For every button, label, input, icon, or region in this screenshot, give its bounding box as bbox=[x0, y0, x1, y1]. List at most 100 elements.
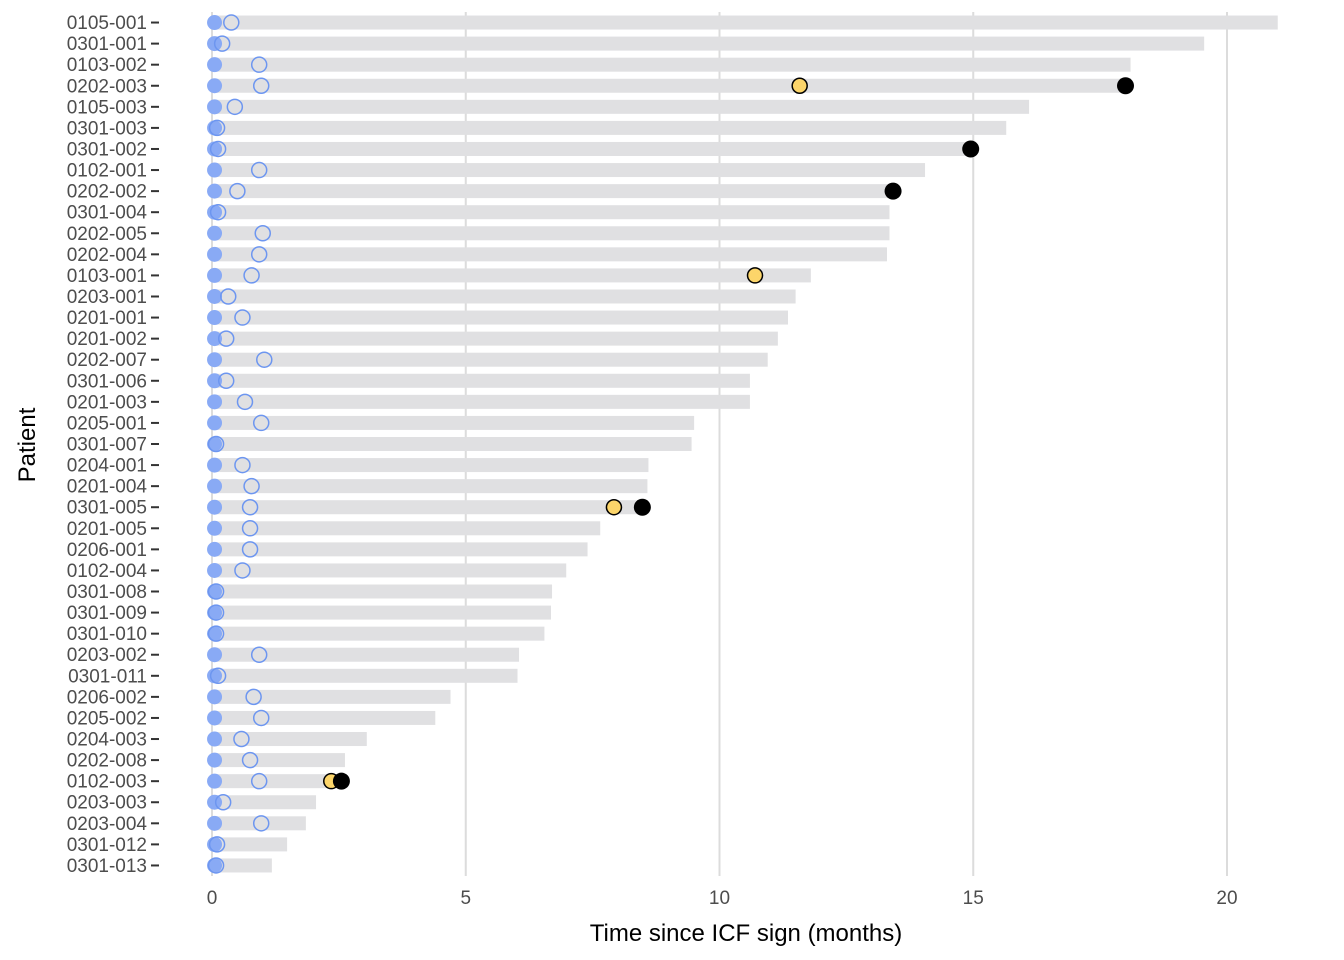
start-marker bbox=[207, 288, 223, 304]
x-tick-label: 5 bbox=[460, 888, 471, 909]
hollow-marker bbox=[236, 393, 254, 411]
y-tick-label: 0301-002 bbox=[67, 139, 147, 160]
hollow-marker bbox=[250, 56, 268, 73]
patient-bar bbox=[212, 226, 890, 241]
y-tick-label: 0205-001 bbox=[67, 413, 147, 434]
y-tick-label: 0202-004 bbox=[67, 245, 148, 266]
patient-bar bbox=[212, 310, 789, 325]
patient-bar bbox=[212, 584, 553, 599]
hollow-marker bbox=[209, 203, 227, 221]
patient-bar bbox=[212, 542, 588, 557]
patient-bar bbox=[212, 205, 890, 220]
hollow-marker bbox=[241, 520, 259, 537]
y-tick-label: 0202-005 bbox=[67, 224, 147, 245]
y-tick-label: 0202-007 bbox=[67, 350, 147, 371]
start-marker bbox=[207, 141, 223, 157]
yellow-marker bbox=[746, 267, 764, 284]
y-tick-label: 0301-007 bbox=[67, 435, 147, 456]
y-tick-label: 0301-012 bbox=[67, 835, 147, 856]
start-marker bbox=[207, 246, 223, 262]
patient-bar bbox=[212, 120, 1007, 135]
black-marker bbox=[884, 182, 902, 200]
hollow-marker bbox=[229, 182, 246, 200]
hollow-marker bbox=[250, 772, 268, 790]
hollow-marker bbox=[213, 35, 231, 52]
patient-bar bbox=[212, 394, 750, 409]
patient-bar bbox=[212, 415, 695, 430]
start-marker bbox=[207, 267, 223, 283]
hollow-marker bbox=[217, 330, 235, 347]
patient-bar bbox=[212, 753, 345, 768]
event-markers bbox=[207, 14, 1134, 874]
hollow-marker bbox=[250, 646, 268, 663]
hollow-marker bbox=[233, 730, 250, 748]
patient-bar bbox=[212, 774, 342, 789]
y-tick-label: 0203-001 bbox=[67, 287, 147, 308]
start-marker bbox=[207, 815, 223, 831]
patient-bar bbox=[212, 163, 926, 178]
hollow-marker bbox=[207, 604, 225, 621]
patient-bar bbox=[212, 837, 288, 852]
hollow-marker bbox=[207, 583, 225, 600]
patient-bar bbox=[212, 331, 778, 346]
x-tick-label: 20 bbox=[1216, 888, 1237, 909]
y-tick-label: 0301-010 bbox=[67, 624, 147, 645]
patient-bars bbox=[212, 15, 1278, 873]
start-marker bbox=[207, 457, 223, 473]
y-tick-label: 0201-004 bbox=[67, 477, 148, 498]
y-tick-label: 0301-008 bbox=[67, 582, 147, 603]
patient-bar bbox=[212, 795, 317, 810]
patient-bar bbox=[212, 36, 1205, 51]
y-tick-label: 0103-002 bbox=[67, 55, 147, 76]
start-marker bbox=[207, 731, 223, 747]
start-marker bbox=[207, 352, 223, 368]
patient-bar bbox=[212, 710, 436, 725]
start-marker bbox=[207, 162, 223, 178]
hollow-marker bbox=[207, 857, 225, 874]
start-marker bbox=[207, 373, 223, 389]
patient-bar bbox=[212, 479, 648, 494]
y-axis: 0105-0010301-0010103-0020202-0030105-003… bbox=[67, 13, 159, 877]
y-tick-label: 0202-002 bbox=[67, 182, 147, 203]
patient-bar bbox=[212, 99, 1030, 114]
y-tick-label: 0203-003 bbox=[67, 793, 147, 814]
y-tick-label: 0201-005 bbox=[67, 519, 147, 540]
patient-bar bbox=[212, 500, 644, 515]
start-marker bbox=[207, 773, 223, 789]
patient-bar bbox=[212, 437, 692, 451]
hollow-marker bbox=[226, 98, 244, 116]
hollow-marker bbox=[250, 246, 268, 263]
y-tick-label: 0301-011 bbox=[68, 666, 147, 687]
patient-bar bbox=[212, 373, 750, 388]
y-tick-label: 0206-002 bbox=[67, 687, 147, 708]
hollow-marker bbox=[207, 435, 225, 453]
hollow-marker bbox=[234, 309, 251, 326]
start-marker bbox=[207, 99, 223, 115]
start-marker bbox=[207, 225, 223, 241]
hollow-marker bbox=[245, 688, 262, 706]
y-tick-label: 0202-008 bbox=[67, 751, 147, 772]
patient-bar bbox=[212, 184, 895, 199]
y-tick-label: 0102-003 bbox=[67, 772, 147, 793]
start-marker bbox=[207, 520, 223, 536]
patient-bar bbox=[212, 78, 1129, 93]
start-marker bbox=[207, 647, 223, 663]
hollow-marker bbox=[243, 267, 260, 284]
start-marker bbox=[207, 331, 223, 347]
patient-bar bbox=[212, 563, 567, 578]
patient-bar bbox=[212, 268, 811, 283]
hollow-marker bbox=[252, 709, 270, 727]
y-tick-label: 0301-005 bbox=[67, 498, 147, 519]
hollow-marker bbox=[214, 793, 232, 811]
hollow-marker bbox=[252, 414, 270, 432]
hollow-marker bbox=[250, 161, 268, 179]
y-tick-label: 0203-002 bbox=[67, 645, 147, 666]
start-marker bbox=[207, 710, 223, 726]
patient-bar bbox=[212, 521, 601, 536]
start-marker bbox=[207, 562, 223, 578]
start-marker bbox=[207, 415, 223, 431]
start-marker bbox=[207, 752, 223, 768]
y-tick-label: 0203-004 bbox=[67, 814, 148, 835]
hollow-marker bbox=[252, 815, 270, 832]
